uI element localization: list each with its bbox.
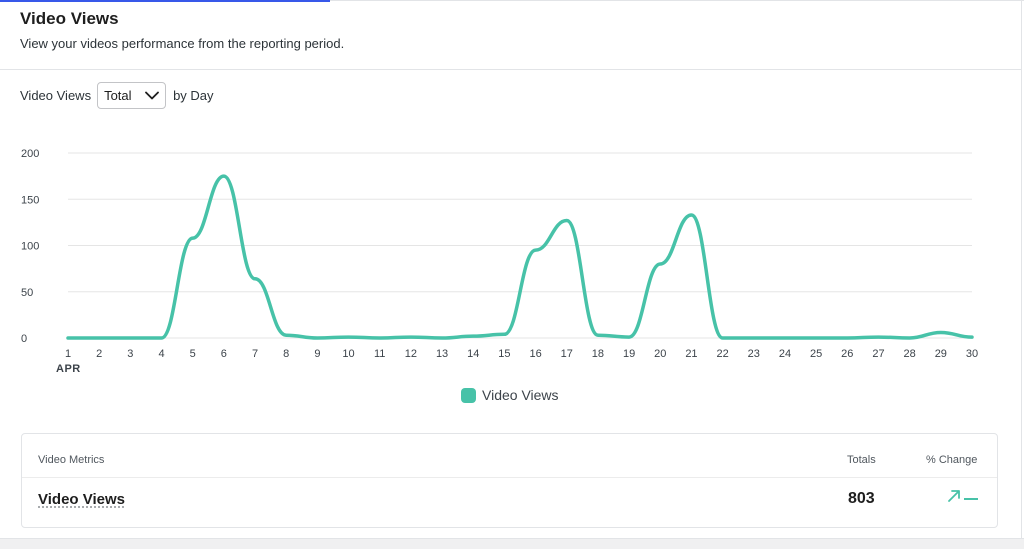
aggregation-select-value: Total: [104, 88, 132, 103]
x-tick-label-22: 22: [716, 348, 728, 360]
metric-total-value: 803: [848, 490, 875, 507]
x-tick-label-18: 18: [592, 348, 604, 360]
x-tick-label-14: 14: [467, 348, 479, 360]
x-tick-label-17: 17: [561, 348, 573, 360]
metric-label: Video Views: [20, 88, 92, 103]
video-metrics-table: Video Metrics Totals % Change Video View…: [21, 433, 998, 528]
x-tick-label-27: 27: [872, 348, 884, 360]
arrow-up-right-icon: [947, 489, 961, 508]
x-tick-label-11: 11: [374, 348, 385, 360]
top-accent-bar: [0, 0, 330, 2]
x-tick-label-2: 2: [96, 348, 102, 360]
x-tick-label-1: 1: [65, 348, 71, 360]
y-tick-label-50: 50: [21, 287, 33, 299]
metric-change-indicator: [947, 489, 978, 508]
x-tick-label-15: 15: [498, 348, 510, 360]
legend-swatch: [461, 387, 476, 403]
page-title: Video Views: [20, 9, 119, 28]
y-tick-label-0: 0: [21, 333, 27, 345]
x-tick-label-4: 4: [158, 348, 164, 360]
legend-label: Video Views: [482, 387, 559, 403]
x-tick-label-20: 20: [654, 348, 666, 360]
x-tick-label-26: 26: [841, 348, 853, 360]
x-tick-label-23: 23: [748, 348, 760, 360]
y-tick-label-100: 100: [21, 241, 39, 253]
x-tick-label-8: 8: [283, 348, 289, 360]
x-tick-label-9: 9: [314, 348, 320, 360]
x-tick-label-13: 13: [436, 348, 448, 360]
x-tick-label-7: 7: [252, 348, 258, 360]
series-line-0: [66, 174, 974, 340]
metric-name-link[interactable]: Video Views: [38, 491, 125, 508]
chevron-down-icon: [145, 91, 159, 100]
page-subtitle: View your videos performance from the re…: [20, 36, 345, 51]
y-tick-label-200: 200: [21, 148, 39, 160]
x-tick-label-19: 19: [623, 348, 635, 360]
x-month-label: APR: [56, 363, 81, 375]
x-tick-label-30: 30: [966, 348, 978, 360]
top-divider: [330, 0, 1024, 1]
y-tick-label-150: 150: [21, 194, 39, 206]
x-tick-label-24: 24: [779, 348, 791, 360]
x-tick-label-16: 16: [529, 348, 541, 360]
period-label: by Day: [173, 88, 214, 103]
bottom-band: [0, 538, 1024, 549]
chart-legend[interactable]: Video Views: [461, 387, 559, 403]
metrics-header-row: Video Metrics Totals % Change: [22, 434, 997, 478]
x-tick-label-3: 3: [127, 348, 133, 360]
x-tick-label-6: 6: [221, 348, 227, 360]
x-tick-label-29: 29: [935, 348, 947, 360]
metrics-header-change: % Change: [926, 454, 978, 466]
x-tick-label-12: 12: [405, 348, 417, 360]
x-tick-label-28: 28: [904, 348, 916, 360]
x-tick-label-5: 5: [190, 348, 196, 360]
aggregation-select[interactable]: Total: [97, 82, 167, 109]
card-header: Video Views View your videos performance…: [0, 0, 1022, 70]
x-tick-label-21: 21: [685, 348, 697, 360]
chart-controls: Video Views Total by Day: [20, 82, 214, 109]
x-tick-label-25: 25: [810, 348, 822, 360]
metrics-header-name: Video Metrics: [38, 454, 105, 466]
x-tick-label-10: 10: [342, 348, 354, 360]
metrics-header-totals: Totals: [847, 454, 876, 466]
change-dash: [964, 497, 978, 500]
